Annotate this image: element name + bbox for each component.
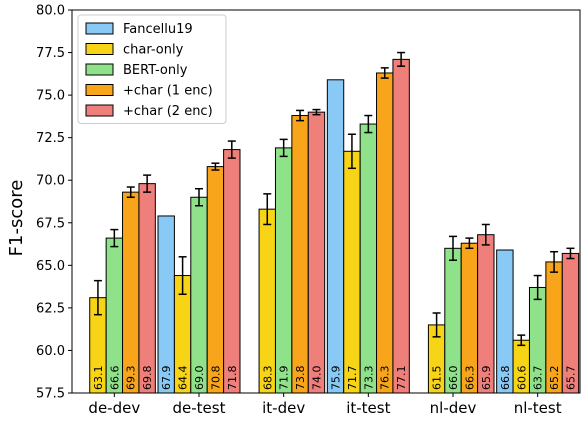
data-label: 75.9 (330, 366, 343, 391)
legend-swatch (85, 63, 114, 76)
plot-frame (71, 9, 581, 394)
y-tick-label: 75.0 (36, 89, 65, 104)
data-label: 64.4 (177, 366, 190, 391)
axes-layer: de-dev de-test it-dev it-test nl-dev nl-test 5… (36, 4, 581, 417)
data-label: 66.6 (108, 366, 121, 391)
bar-de-test-2 (190, 196, 208, 394)
legend-entry: BERT-only (123, 63, 188, 78)
x-tick-label: de-dev (88, 399, 140, 417)
bar-it-dev-4 (307, 111, 326, 394)
data-label: 76.3 (379, 366, 392, 391)
bars-layer (89, 58, 580, 394)
legend-swatch (85, 43, 114, 55)
legend-swatch (85, 84, 114, 96)
data-label: 71.8 (226, 366, 239, 391)
data-label: 65.7 (564, 366, 577, 391)
x-tick-label: de-test (173, 399, 226, 417)
y-tick-label: 70.0 (36, 174, 65, 189)
data-label: 63.1 (92, 366, 105, 391)
x-tick-label: nl-dev (430, 399, 477, 417)
x-tick-label: nl-test (514, 399, 562, 417)
y-tick-label: 57.5 (36, 387, 65, 402)
data-label: 61.5 (431, 366, 444, 391)
y-tick-label: 65.0 (36, 259, 65, 274)
y-axis-title: F1-score (6, 180, 27, 257)
data-label: 66.0 (447, 366, 460, 391)
data-label: 69.8 (141, 366, 154, 391)
data-label: 70.8 (209, 366, 222, 391)
bar-de-dev-4 (138, 183, 156, 394)
legend-entry: Fancellu19 (123, 22, 193, 37)
bar-it-test-4 (392, 58, 410, 394)
bar-de-test-3 (206, 166, 225, 394)
legend-entry: +char (1 enc) (123, 84, 213, 99)
data-label: 77.1 (395, 366, 408, 391)
bar-it-test-0 (326, 79, 345, 394)
bar-it-test-3 (376, 72, 394, 394)
y-tick-label: 60.0 (36, 344, 65, 359)
error-bars-layer (93, 51, 575, 347)
bar-de-test-4 (223, 149, 241, 394)
x-tick-label: it-test (346, 399, 390, 417)
data-label: 69.3 (125, 366, 138, 391)
data-label: 71.9 (278, 366, 291, 391)
y-tick-label: 77.5 (36, 46, 65, 61)
bar-it-dev-1 (258, 208, 276, 394)
data-label: 71.7 (346, 366, 359, 391)
bar-it-dev-3 (291, 115, 309, 394)
data-label: 73.3 (362, 366, 375, 391)
bar-de-dev-3 (122, 191, 140, 394)
bar-it-test-1 (343, 150, 361, 394)
data-label: 65.9 (480, 366, 493, 391)
bar-it-test-2 (359, 123, 378, 394)
data-label: 73.8 (294, 366, 307, 391)
data-label: 67.9 (160, 366, 173, 391)
legend-swatch (85, 22, 114, 35)
data-label: 60.6 (515, 366, 528, 391)
bar-it-dev-2 (274, 147, 293, 394)
data-label: 69.0 (193, 366, 206, 391)
data-label: 74.0 (310, 366, 323, 391)
legend-entry: char-only (123, 43, 184, 58)
legend-box (77, 14, 227, 124)
data-label: 63.7 (532, 366, 545, 391)
x-tick-label: it-dev (262, 399, 305, 417)
legend: Fancellu19 char-only BERT-only +char (1 enc… (77, 14, 227, 124)
data-label: 66.8 (499, 366, 512, 391)
y-tick-label: 67.5 (36, 216, 65, 231)
data-label: 66.3 (463, 366, 476, 391)
y-tick-label: 80.0 (36, 4, 65, 19)
y-tick-label: 72.5 (36, 131, 65, 146)
legend-entry: +char (2 enc) (123, 104, 213, 119)
data-label: 65.2 (548, 366, 561, 391)
data-label: 68.3 (261, 366, 274, 391)
legend-swatch (85, 104, 114, 117)
y-tick-label: 62.5 (36, 301, 65, 316)
data-labels-layer: 63.1 66.6 69.3 69.8 67.9 64.4 69.0 70.8 71.8 68.3… (92, 366, 578, 391)
